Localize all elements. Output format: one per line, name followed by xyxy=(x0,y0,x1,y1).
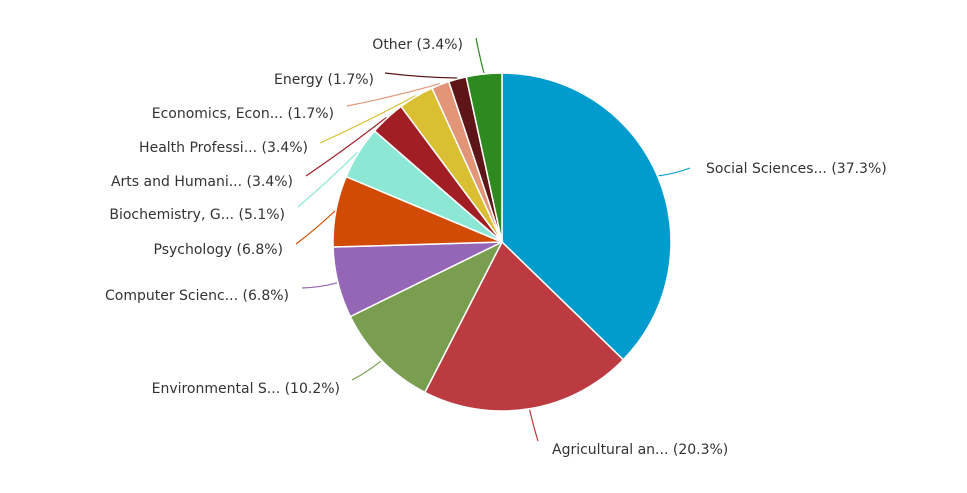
leader-line-biochemistry-g xyxy=(297,151,359,208)
slice-label-computer-scienc: Computer Scienc... (6.8%) xyxy=(105,288,289,304)
leader-line-health-professi xyxy=(319,95,416,144)
slice-label-social-sciences: Social Sciences... (37.3%) xyxy=(706,161,887,177)
leader-line-energy xyxy=(384,72,458,79)
leader-line-computer-scienc xyxy=(301,282,338,289)
leader-line-environmental-s xyxy=(351,360,382,381)
pie-slice-agricultural-an[interactable] xyxy=(423,240,625,412)
slice-label-agricultural-an: Agricultural an... (20.3%) xyxy=(552,442,728,458)
slice-label-psychology: Psychology (6.8%) xyxy=(154,242,283,258)
leader-line-arts-and-humani xyxy=(305,116,387,177)
leader-line-economics-econ xyxy=(346,83,441,107)
slice-label-other: Other (3.4%) xyxy=(372,37,463,53)
slice-label-biochemistry-g: Biochemistry, G... (5.1%) xyxy=(109,207,285,223)
slice-label-economics-econ: Economics, Econ... (1.7%) xyxy=(152,106,334,122)
slice-label-health-professi: Health Professi... (3.4%) xyxy=(139,140,308,156)
leader-line-other xyxy=(475,37,485,74)
leader-line-psychology xyxy=(295,210,336,245)
pie-slice-environmental-s[interactable] xyxy=(349,240,504,394)
slice-label-arts-and-humani: Arts and Humani... (3.4%) xyxy=(111,174,293,190)
pie-slice-other[interactable] xyxy=(465,72,503,243)
slice-label-energy: Energy (1.7%) xyxy=(274,72,374,88)
leader-line-social-sciences xyxy=(658,167,691,177)
slice-label-environmental-s: Environmental S... (10.2%) xyxy=(152,381,340,397)
pie-slice-social-sciences[interactable] xyxy=(501,72,672,361)
leader-line-agricultural-an xyxy=(529,409,539,442)
